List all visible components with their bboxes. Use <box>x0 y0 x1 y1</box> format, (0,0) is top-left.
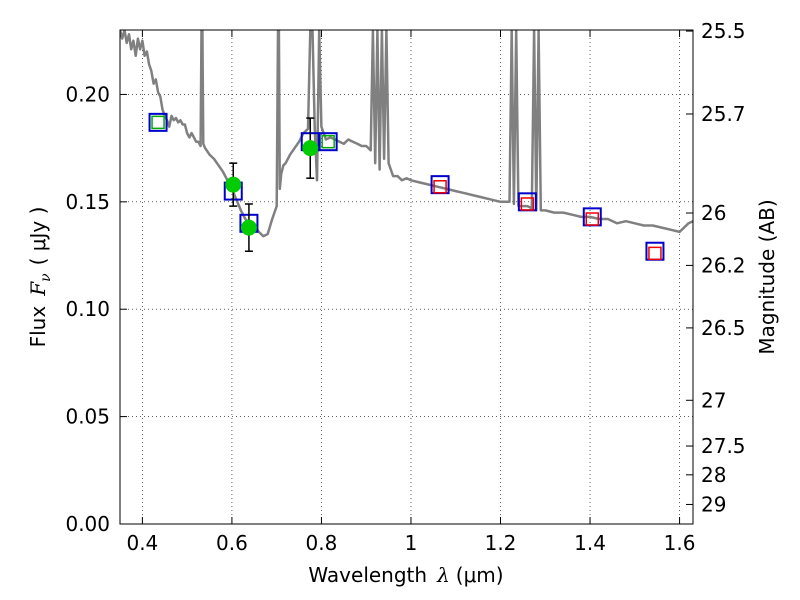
observed-flux-point <box>240 219 257 236</box>
y-tick-label: 0.20 <box>65 82 110 106</box>
red-flux-box <box>585 212 600 226</box>
red-flux-box <box>520 197 535 211</box>
x-axis-ticks: 0.4 0.6 0.8 1 1.2 1.4 1.6 <box>126 30 695 555</box>
y-tick-label: 0.15 <box>65 190 110 214</box>
y-axis-symbol: F <box>26 281 50 297</box>
y2-tick-label: 25.7 <box>701 102 746 126</box>
y-axis-title: Flux Fν ( μJy ) <box>26 207 54 348</box>
x-axis-unit: (μm) <box>456 563 504 587</box>
y2-tick-label: 27.5 <box>701 434 746 458</box>
y2-tick-label: 25.5 <box>701 19 746 43</box>
x-tick-label: 1.6 <box>664 531 696 555</box>
x-tick-label: 0.6 <box>216 531 248 555</box>
y-axis-unit: ( μJy ) <box>26 207 50 266</box>
x-tick-label: 0.8 <box>306 531 338 555</box>
x-tick-label: 0.4 <box>126 531 158 555</box>
y-tick-label: 0.05 <box>65 405 110 429</box>
plot-frame <box>119 29 694 525</box>
observed-flux-point <box>225 176 242 193</box>
model-flux-box <box>318 132 338 152</box>
y2-tick-label: 26.2 <box>701 253 746 277</box>
y2-axis-title: Magnitude (AB) <box>755 199 779 354</box>
y-axis-label: Flux <box>26 306 50 348</box>
y-axis-subscript: ν <box>38 273 54 282</box>
y-axis-ticks: 0.00 0.05 0.10 0.15 0.20 <box>65 82 127 536</box>
y2-tick-label: 29 <box>701 492 726 516</box>
green-flux-box <box>151 115 165 130</box>
y2-tick-label: 26 <box>701 201 726 225</box>
photometry-markers <box>148 112 665 261</box>
model-spectrum <box>120 30 693 238</box>
model-flux-box <box>148 112 168 132</box>
x-tick-label: 1.4 <box>574 531 606 555</box>
y-tick-label: 0.00 <box>65 512 110 536</box>
red-flux-box <box>433 180 447 194</box>
x-axis-title: Wavelength λ (μm) <box>308 563 503 587</box>
y2-tick-label: 28 <box>701 463 726 487</box>
x-axis-symbol: λ <box>436 563 450 587</box>
y2-tick-label: 27 <box>701 388 726 412</box>
x-tick-label: 1 <box>405 531 418 555</box>
y2-axis-ticks: 25.5 25.7 26 26.2 26.5 27 27.5 28 29 <box>686 19 746 516</box>
y2-tick-label: 26.5 <box>701 316 746 340</box>
y-tick-label: 0.10 <box>65 297 110 321</box>
observed-flux-point <box>302 140 319 157</box>
red-flux-box <box>648 246 662 261</box>
x-axis-label: Wavelength <box>308 563 427 587</box>
green-flux-box <box>321 134 335 149</box>
x-tick-label: 1.2 <box>485 531 517 555</box>
model-spectrum-line <box>120 30 693 238</box>
